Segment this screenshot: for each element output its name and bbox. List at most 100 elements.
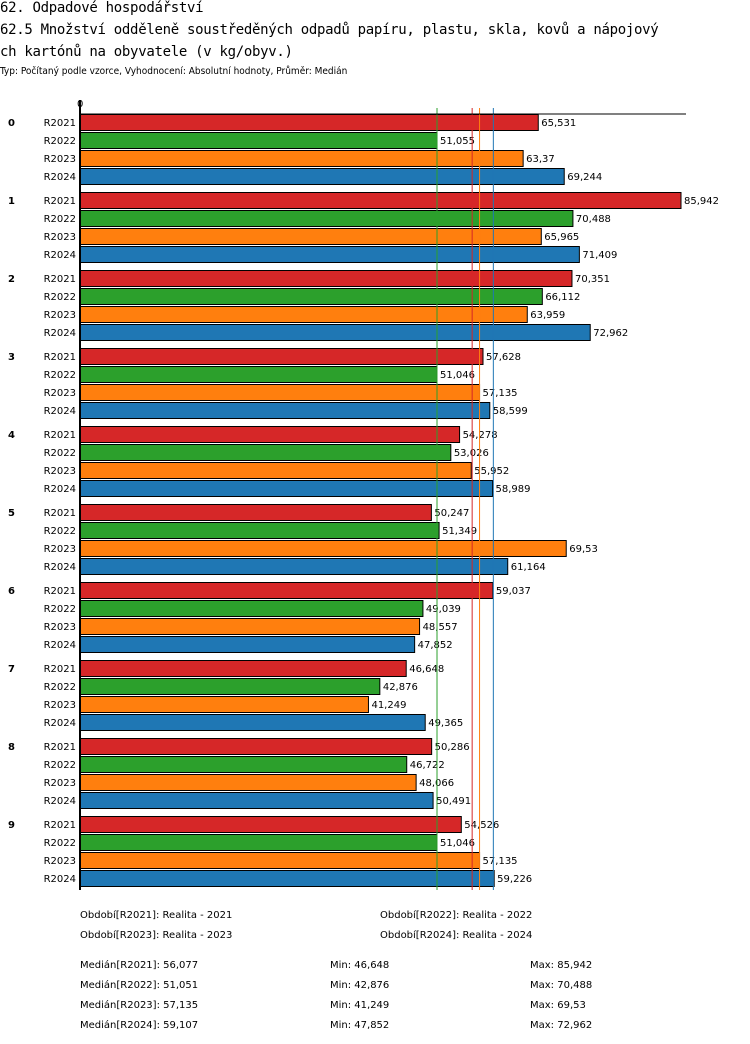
series-label: R2024 [44,172,76,183]
data-label: 54,278 [463,430,498,441]
series-label: R2024 [44,562,76,573]
chart-subtitle: Typ: Počítaný podle vzorce, Vyhodnocení:… [0,66,348,77]
data-label: 48,557 [423,622,458,633]
series-label: R2021 [44,586,76,597]
series-label: R2022 [44,604,76,615]
min-r2022: Min: 42,876 [330,980,390,991]
series-label: R2021 [44,742,76,753]
max-r2023: Max: 69,53 [530,1000,586,1011]
series-label: R2024 [44,250,76,261]
min-r2024: Min: 47,852 [330,1020,390,1031]
bar [79,600,424,617]
category-label: 6 [8,586,15,597]
series-label: R2022 [44,760,76,771]
series-label: R2021 [44,118,76,129]
bar [79,636,416,653]
series-label: R2022 [44,292,76,303]
category-label: 0 [8,118,15,129]
data-label: 42,876 [383,682,418,693]
series-label: R2023 [44,154,76,165]
bar [79,150,524,167]
bar [79,738,433,755]
bar [79,504,432,521]
category-label: 3 [8,352,15,363]
data-label: 71,409 [582,250,617,261]
data-label: 69,53 [569,544,598,555]
bar [79,660,407,677]
bar [79,522,440,539]
data-label: 51,046 [440,838,475,849]
data-label: 49,039 [426,604,461,615]
data-label: 65,965 [544,232,579,243]
series-label: R2023 [44,388,76,399]
bar [79,462,472,479]
bar [79,402,491,419]
series-label: R2022 [44,370,76,381]
bar [79,306,528,323]
data-label: 61,164 [511,562,546,573]
data-label: 46,722 [410,760,445,771]
bar [79,168,565,185]
category-label: 8 [8,742,15,753]
median-r2024: Medián[R2024]: 59,107 [80,1020,199,1031]
max-r2022: Max: 70,488 [530,980,593,991]
data-label: 59,037 [496,586,531,597]
bar [79,192,682,209]
data-label: 70,488 [576,214,611,225]
series-label: R2022 [44,526,76,537]
bar [79,852,481,869]
data-label: 51,349 [442,526,477,537]
series-label: R2023 [44,232,76,243]
series-label: R2024 [44,640,76,651]
bar [79,678,381,695]
bar [79,870,495,887]
series-label: R2022 [44,838,76,849]
data-label: 50,491 [436,796,471,807]
bar [79,246,580,263]
series-label: R2024 [44,484,76,495]
series-label: R2022 [44,448,76,459]
data-label: 57,135 [483,388,518,399]
series-label: R2023 [44,856,76,867]
max-r2024: Max: 72,962 [530,1020,593,1031]
legend-period-r2023: Období[R2023]: Realita - 2023 [80,930,233,941]
min-r2023: Min: 41,249 [330,1000,390,1011]
bar [79,288,543,305]
bar [79,384,481,401]
data-label: 55,952 [474,466,509,477]
series-label: R2022 [44,682,76,693]
data-label: 47,852 [418,640,453,651]
max-r2021: Max: 85,942 [530,960,593,971]
legend-period-r2021: Období[R2021]: Realita - 2021 [80,910,233,921]
chart-title-line2: ch kartónů na obyvatele (v kg/obyv.) [0,44,293,60]
series-label: R2021 [44,196,76,207]
category-label: 9 [8,820,15,831]
series-label: R2021 [44,820,76,831]
series-label: R2022 [44,136,76,147]
data-label: 57,135 [483,856,518,867]
series-label: R2023 [44,310,76,321]
legend-period-r2024: Období[R2024]: Realita - 2024 [380,930,533,941]
data-label: 58,599 [493,406,528,417]
data-label: 51,046 [440,370,475,381]
category-label: 4 [8,430,15,441]
bar [79,774,417,791]
data-label: 63,37 [526,154,555,165]
data-label: 51,055 [440,136,475,147]
data-label: 59,226 [497,874,532,885]
data-label: 57,628 [486,352,521,363]
series-label: R2023 [44,700,76,711]
data-label: 46,648 [409,664,444,675]
bar [79,792,434,809]
category-label: 7 [8,664,15,675]
data-label: 53,026 [454,448,489,459]
series-label: R2021 [44,352,76,363]
series-label: R2023 [44,466,76,477]
series-label: R2024 [44,406,76,417]
data-label: 41,249 [371,700,406,711]
series-label: R2021 [44,274,76,285]
category-label: 2 [8,274,15,285]
legend-period-r2022: Období[R2022]: Realita - 2022 [380,910,533,921]
data-label: 58,989 [496,484,531,495]
series-label: R2023 [44,778,76,789]
